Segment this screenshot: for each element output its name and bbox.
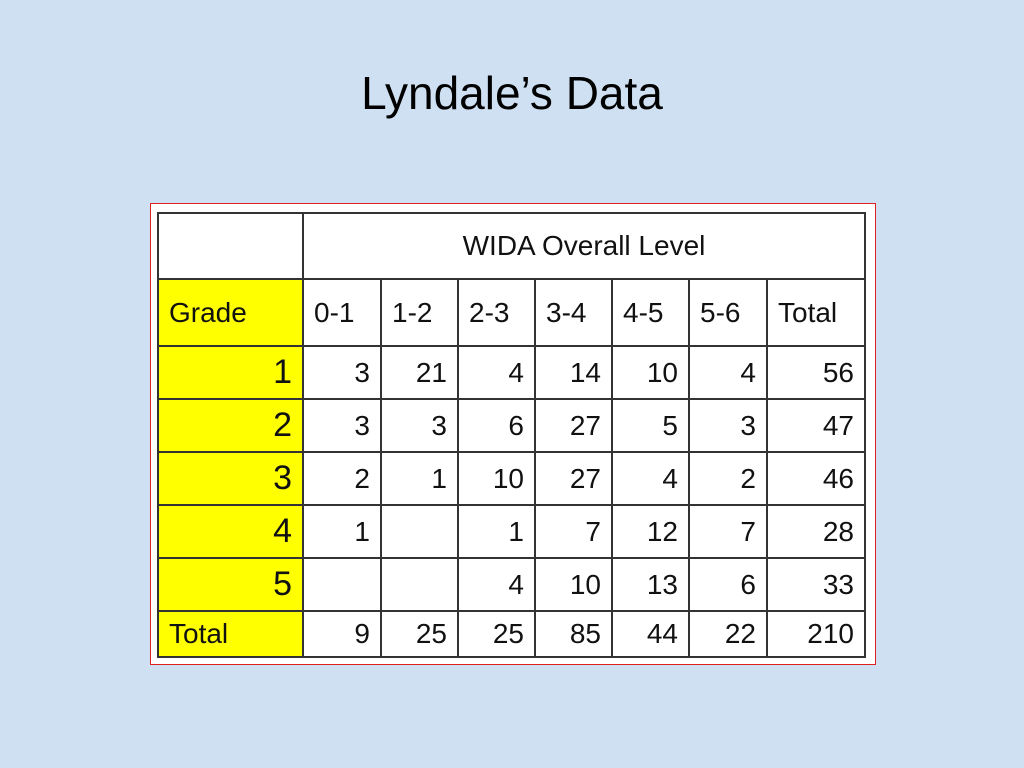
data-cell: 46 bbox=[766, 451, 866, 506]
data-cell: 44 bbox=[611, 610, 690, 658]
data-cell: 21 bbox=[380, 345, 459, 400]
data-cell: 22 bbox=[688, 610, 768, 658]
table-row: 3 2 1 10 27 4 2 46 bbox=[157, 451, 866, 506]
data-cell bbox=[302, 557, 382, 612]
data-cell: 3 bbox=[688, 398, 768, 453]
data-cell: 33 bbox=[766, 557, 866, 612]
data-cell: 56 bbox=[766, 345, 866, 400]
data-table: WIDA Overall Level Grade 0-1 1-2 2-3 3-4 4-5 5-… bbox=[157, 212, 866, 658]
column-header: 5-6 bbox=[688, 278, 768, 347]
data-cell: 6 bbox=[688, 557, 768, 612]
table-row: 4 1 1 7 12 7 28 bbox=[157, 504, 866, 559]
data-cell: 2 bbox=[302, 451, 382, 506]
data-cell: 7 bbox=[688, 504, 768, 559]
data-cell: 25 bbox=[380, 610, 459, 658]
data-cell: 13 bbox=[611, 557, 690, 612]
data-cell: 9 bbox=[302, 610, 382, 658]
table-row: WIDA Overall Level bbox=[157, 212, 866, 280]
data-cell: 85 bbox=[534, 610, 613, 658]
column-header: 1-2 bbox=[380, 278, 459, 347]
data-cell: 10 bbox=[457, 451, 536, 506]
group-header: WIDA Overall Level bbox=[302, 212, 866, 280]
data-cell: 7 bbox=[534, 504, 613, 559]
data-cell: 3 bbox=[380, 398, 459, 453]
row-header: 5 bbox=[157, 557, 304, 612]
data-cell: 10 bbox=[611, 345, 690, 400]
data-cell: 3 bbox=[302, 345, 382, 400]
data-cell: 2 bbox=[688, 451, 768, 506]
data-cell: 5 bbox=[611, 398, 690, 453]
row-header: 1 bbox=[157, 345, 304, 400]
corner-cell bbox=[157, 212, 304, 280]
data-cell bbox=[380, 504, 459, 559]
column-header: Grade bbox=[157, 278, 304, 347]
column-header: 4-5 bbox=[611, 278, 690, 347]
data-cell: 1 bbox=[302, 504, 382, 559]
slide-title: Lyndale’s Data bbox=[361, 67, 663, 119]
data-cell: 1 bbox=[457, 504, 536, 559]
row-header: Total bbox=[157, 610, 304, 658]
data-cell: 4 bbox=[611, 451, 690, 506]
table-row: Grade 0-1 1-2 2-3 3-4 4-5 5-6 Total bbox=[157, 278, 866, 347]
data-cell: 28 bbox=[766, 504, 866, 559]
table-row: Total 9 25 25 85 44 22 210 bbox=[157, 610, 866, 658]
data-cell: 3 bbox=[302, 398, 382, 453]
table-row: 2 3 3 6 27 5 3 47 bbox=[157, 398, 866, 453]
row-header: 3 bbox=[157, 451, 304, 506]
data-cell: 14 bbox=[534, 345, 613, 400]
data-cell: 27 bbox=[534, 451, 613, 506]
data-cell: 4 bbox=[457, 557, 536, 612]
data-cell: 27 bbox=[534, 398, 613, 453]
row-header: 2 bbox=[157, 398, 304, 453]
column-header: 2-3 bbox=[457, 278, 536, 347]
data-cell: 1 bbox=[380, 451, 459, 506]
table-row: 5 4 10 13 6 33 bbox=[157, 557, 866, 612]
column-header: Total bbox=[766, 278, 866, 347]
data-cell bbox=[380, 557, 459, 612]
column-header: 0-1 bbox=[302, 278, 382, 347]
column-header: 3-4 bbox=[534, 278, 613, 347]
data-cell: 4 bbox=[688, 345, 768, 400]
data-cell: 6 bbox=[457, 398, 536, 453]
data-cell: 47 bbox=[766, 398, 866, 453]
data-cell: 12 bbox=[611, 504, 690, 559]
row-header: 4 bbox=[157, 504, 304, 559]
data-cell: 210 bbox=[766, 610, 866, 658]
data-cell: 10 bbox=[534, 557, 613, 612]
table-row: 1 3 21 4 14 10 4 56 bbox=[157, 345, 866, 400]
data-cell: 4 bbox=[457, 345, 536, 400]
data-cell: 25 bbox=[457, 610, 536, 658]
table-frame: WIDA Overall Level Grade 0-1 1-2 2-3 3-4 4-5 5-… bbox=[150, 203, 876, 665]
